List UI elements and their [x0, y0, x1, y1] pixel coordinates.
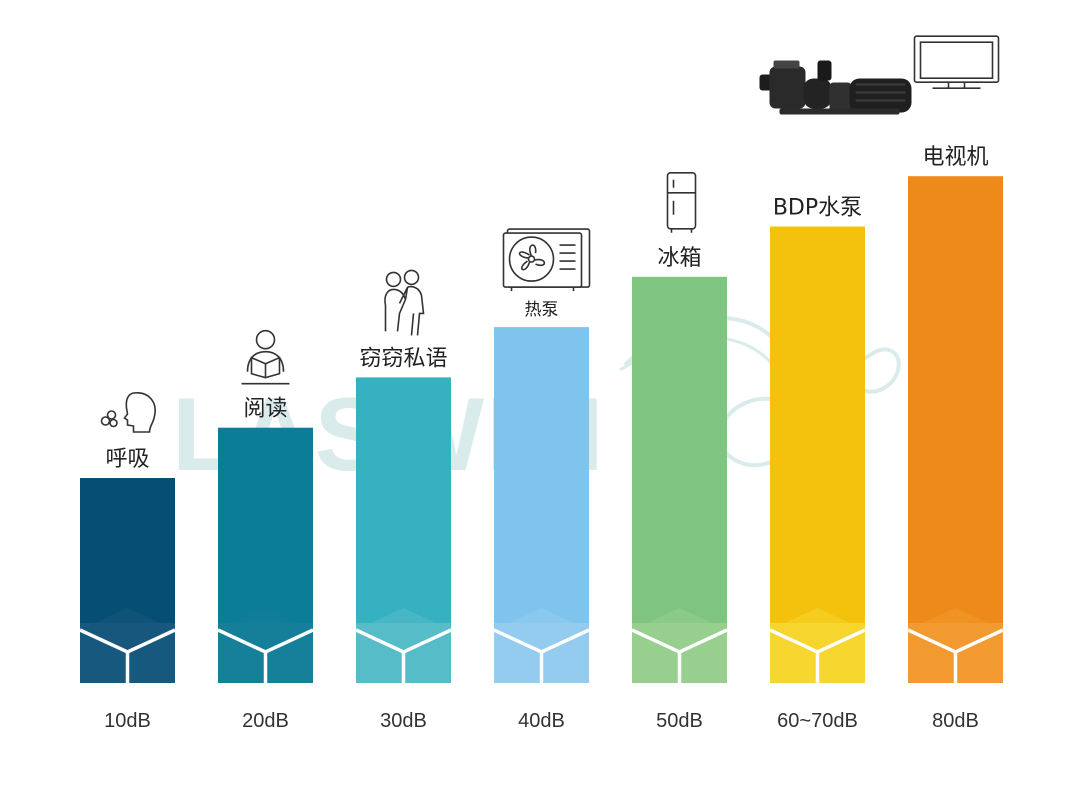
reading-person-icon [241, 329, 290, 385]
bar-base-lines [631, 628, 728, 683]
bar-base-lines [493, 628, 590, 683]
icons-layer [100, 35, 1000, 433]
refrigerator-icon [666, 172, 697, 233]
bar-group: 呼吸 10dB [79, 447, 176, 732]
bar-label: 热泵 [525, 300, 559, 320]
bar [908, 176, 1003, 683]
bar-group: 热泵 40dB [493, 300, 590, 732]
bar-group: 冰箱 50dB [631, 246, 728, 732]
bars-layer: 呼吸 10dB 阅读 20dB 窃窃私语 30dB 热泵 40dB 冰箱 50dB BDP水泵 60~… [79, 145, 1004, 732]
bar-group: 阅读 20dB [217, 397, 314, 732]
x-tick-label: 10dB [104, 710, 151, 732]
bar-label: 阅读 [243, 397, 287, 422]
water-pump-icon [759, 60, 912, 115]
x-tick-label: 50dB [656, 710, 703, 732]
bar-base-lines [217, 628, 314, 683]
bar-group: 窃窃私语 30dB [355, 346, 452, 732]
x-tick-label: 40dB [518, 710, 565, 732]
bar-label: BDP水泵 [773, 196, 862, 221]
whispering-people-icon [384, 269, 425, 336]
bar-base-lines [79, 628, 176, 683]
breathing-person-icon [100, 392, 156, 433]
bar-label: 冰箱 [657, 246, 701, 271]
television-icon [913, 35, 1000, 90]
x-tick-label: 60~70dB [777, 710, 858, 732]
heat-pump-icon [502, 228, 591, 292]
bar-label: 呼吸 [105, 447, 149, 472]
x-tick-label: 80dB [932, 710, 979, 732]
bar-base-lines [907, 628, 1004, 683]
bar-label: 电视机 [922, 145, 988, 170]
bar [770, 226, 865, 683]
bar-group: BDP水泵 60~70dB [769, 196, 866, 732]
bar-group: 电视机 80dB [907, 145, 1004, 732]
bar-base-lines [769, 628, 866, 683]
bar-base-lines [355, 628, 452, 683]
x-tick-label: 20dB [242, 710, 289, 732]
bar-label: 窃窃私语 [359, 346, 447, 371]
x-tick-label: 30dB [380, 710, 427, 732]
